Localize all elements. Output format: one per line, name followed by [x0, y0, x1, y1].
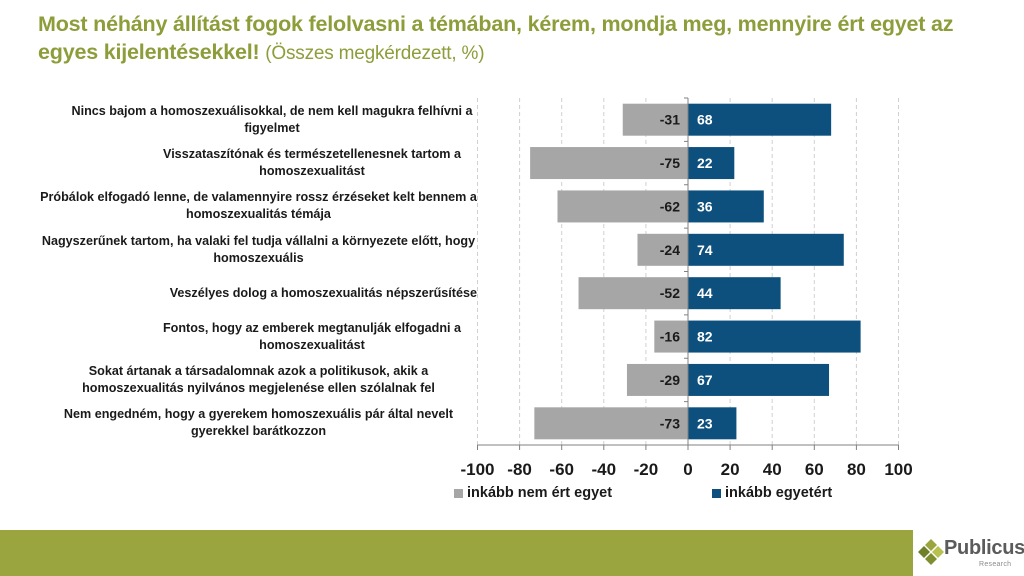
data-label-disagree: -31: [660, 112, 680, 128]
x-tick-label: -100: [460, 460, 494, 479]
bar-disagree: [637, 233, 688, 266]
category-label: Próbálok elfogadó lenne, de valamennyire…: [40, 185, 477, 228]
data-label-agree: 74: [697, 242, 713, 258]
legend-label-agree: inkább egyetért: [725, 485, 833, 501]
legend-item-disagree: inkább nem ért egyet: [454, 485, 612, 501]
data-label-disagree: -24: [660, 242, 680, 258]
bar-disagree: [534, 407, 688, 440]
footer-band: [0, 530, 913, 576]
category-label: Visszataszítónak és természetellenesnek …: [40, 141, 477, 184]
x-tick-label: 80: [847, 460, 866, 479]
category-label-text: Sokat ártanak a társadalomnak azok a pol…: [82, 363, 435, 395]
bar-disagree: [578, 277, 688, 310]
title-main: Most néhány állítást fogok felolvasni a …: [38, 12, 954, 64]
bar-disagree: [654, 320, 688, 353]
data-label-agree: 67: [697, 372, 713, 388]
legend-swatch-agree: [712, 488, 721, 498]
x-tick-label: -20: [634, 460, 659, 479]
logo-subtext: Research: [979, 561, 1012, 568]
bar-agree: [688, 190, 764, 223]
bar-agree: [688, 277, 781, 310]
x-tick-label: 100: [884, 460, 912, 479]
category-label-text: Próbálok elfogadó lenne, de valamennyire…: [40, 190, 477, 222]
x-tick-label: -40: [592, 460, 617, 479]
data-label-disagree: -75: [660, 155, 680, 171]
data-label-disagree: -29: [660, 372, 680, 388]
data-label-disagree: -73: [660, 415, 680, 431]
bar-agree: [688, 407, 737, 440]
data-label-disagree: -62: [660, 198, 680, 214]
bar-agree: [688, 363, 830, 396]
bar-disagree: [626, 363, 688, 396]
data-label-agree: 68: [697, 112, 713, 128]
x-tick-label: -80: [507, 460, 532, 479]
category-label-text: Fontos, hogy az emberek megtanulják elfo…: [162, 320, 462, 352]
category-label-text: Nem engedném, hogy a gyerekem homoszexuá…: [63, 407, 454, 439]
bar-agree: [688, 320, 861, 353]
publicus-logo: Publicus Research: [918, 535, 1024, 573]
data-label-agree: 22: [697, 155, 713, 171]
data-label-agree: 44: [697, 285, 713, 301]
bar-disagree: [530, 147, 688, 180]
legend-item-agree: inkább egyetért: [712, 485, 832, 501]
data-label-agree: 82: [697, 329, 713, 345]
bar-agree: [688, 233, 844, 266]
category-label: Veszélyes dolog a homoszexualitás népsze…: [40, 272, 477, 315]
category-label-text: Nincs bajom a homoszexuálisokkal, de nem…: [71, 103, 473, 135]
logo-diamonds-icon: [918, 539, 944, 565]
data-label-agree: 36: [697, 198, 713, 214]
category-label-text: Nagyszerűnek tartom, ha valaki fel tudja…: [41, 233, 476, 265]
data-label-agree: 23: [697, 415, 713, 431]
title-subtitle: (Összes megkérdezett, %): [265, 43, 485, 64]
bar-agree: [688, 147, 735, 180]
category-label-text: Visszataszítónak és természetellenesnek …: [163, 147, 461, 179]
category-label: Nincs bajom a homoszexuálisokkal, de nem…: [40, 98, 477, 141]
x-tick-label: -60: [549, 460, 574, 479]
x-tick-label: 40: [763, 460, 782, 479]
bar-disagree: [557, 190, 688, 223]
data-label-disagree: -16: [660, 329, 680, 345]
chart-title: Most néhány állítást fogok felolvasni a …: [38, 10, 998, 68]
category-label: Sokat ártanak a társadalomnak azok a pol…: [40, 358, 477, 401]
legend-label-disagree: inkább nem ért egyet: [467, 485, 613, 501]
data-label-disagree: -52: [660, 285, 680, 301]
bar-agree: [688, 103, 832, 136]
bar-disagree: [622, 103, 688, 136]
logo-text: Publicus: [944, 537, 1024, 559]
legend-swatch-disagree: [454, 488, 463, 498]
category-label-text: Veszélyes dolog a homoszexualitás népsze…: [169, 285, 477, 300]
category-label: Nagyszerűnek tartom, ha valaki fel tudja…: [40, 228, 477, 271]
category-label: Fontos, hogy az emberek megtanulják elfo…: [40, 315, 477, 358]
x-tick-label: 20: [721, 460, 740, 479]
x-tick-label: 60: [805, 460, 824, 479]
x-tick-label: 0: [683, 460, 692, 479]
category-label: Nem engedném, hogy a gyerekem homoszexuá…: [40, 402, 477, 445]
diverging-bar-chart: -31 68 -75 22 -62 36 -24 74 -52 44 -16 82 -29 67 -73 23…: [460, 97, 913, 479]
